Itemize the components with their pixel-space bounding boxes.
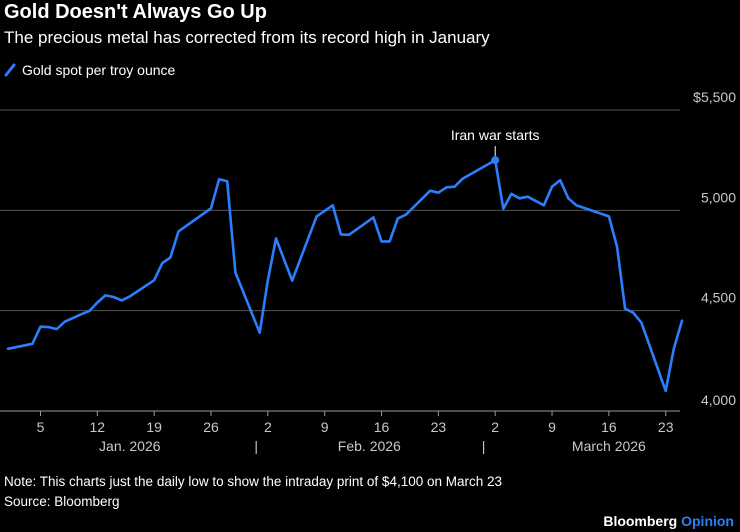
month-label: Jan. 2026 bbox=[99, 438, 161, 454]
month-label: Feb. 2026 bbox=[338, 438, 401, 454]
x-tick-label: 9 bbox=[321, 419, 329, 435]
x-tick-label: 23 bbox=[431, 419, 447, 435]
x-tick-label: 5 bbox=[37, 419, 45, 435]
x-tick-label: 9 bbox=[548, 419, 556, 435]
y-tick-label: 4,500 bbox=[701, 290, 736, 306]
y-tick-label: 4,000 bbox=[701, 392, 736, 408]
x-tick-label: 26 bbox=[203, 419, 219, 435]
legend-label: Gold spot per troy ounce bbox=[22, 62, 176, 78]
brand-section: Opinion bbox=[681, 513, 734, 529]
x-tick-label: 2 bbox=[491, 419, 499, 435]
brand-name: Bloomberg bbox=[603, 513, 678, 529]
y-tick-label: 5,000 bbox=[701, 189, 736, 205]
month-separator: | bbox=[482, 438, 486, 454]
brand-logo: Bloomberg Opinion bbox=[603, 513, 734, 529]
x-tick-label: 23 bbox=[658, 419, 674, 435]
x-tick-label: 16 bbox=[601, 419, 617, 435]
series-line-gold-spot bbox=[6, 158, 684, 393]
chart-source: Source: Bloomberg bbox=[4, 494, 120, 509]
x-tick-label: 16 bbox=[374, 419, 390, 435]
month-separator: | bbox=[254, 438, 258, 454]
month-label: March 2026 bbox=[572, 438, 646, 454]
chart-plot: 4,000 4,500 5,000 $5,500 5 12 19 26 2 9 16 23 2 9 16 23… bbox=[0, 89, 736, 454]
x-tick-label: 2 bbox=[264, 419, 272, 435]
chart-note: Note: This charts just the daily low to … bbox=[4, 474, 503, 489]
annotation-marker bbox=[491, 156, 500, 165]
chart-title: Gold Doesn't Always Go Up bbox=[4, 1, 267, 23]
x-tick-label: 19 bbox=[146, 419, 162, 435]
x-tick-label: 12 bbox=[90, 419, 106, 435]
legend: Gold spot per troy ounce bbox=[4, 62, 175, 78]
y-tick-label: $5,500 bbox=[693, 89, 736, 105]
line-swatch-icon bbox=[4, 63, 16, 77]
chart-subtitle: The precious metal has corrected from it… bbox=[4, 28, 490, 47]
annotation-label: Iran war starts bbox=[451, 127, 540, 143]
